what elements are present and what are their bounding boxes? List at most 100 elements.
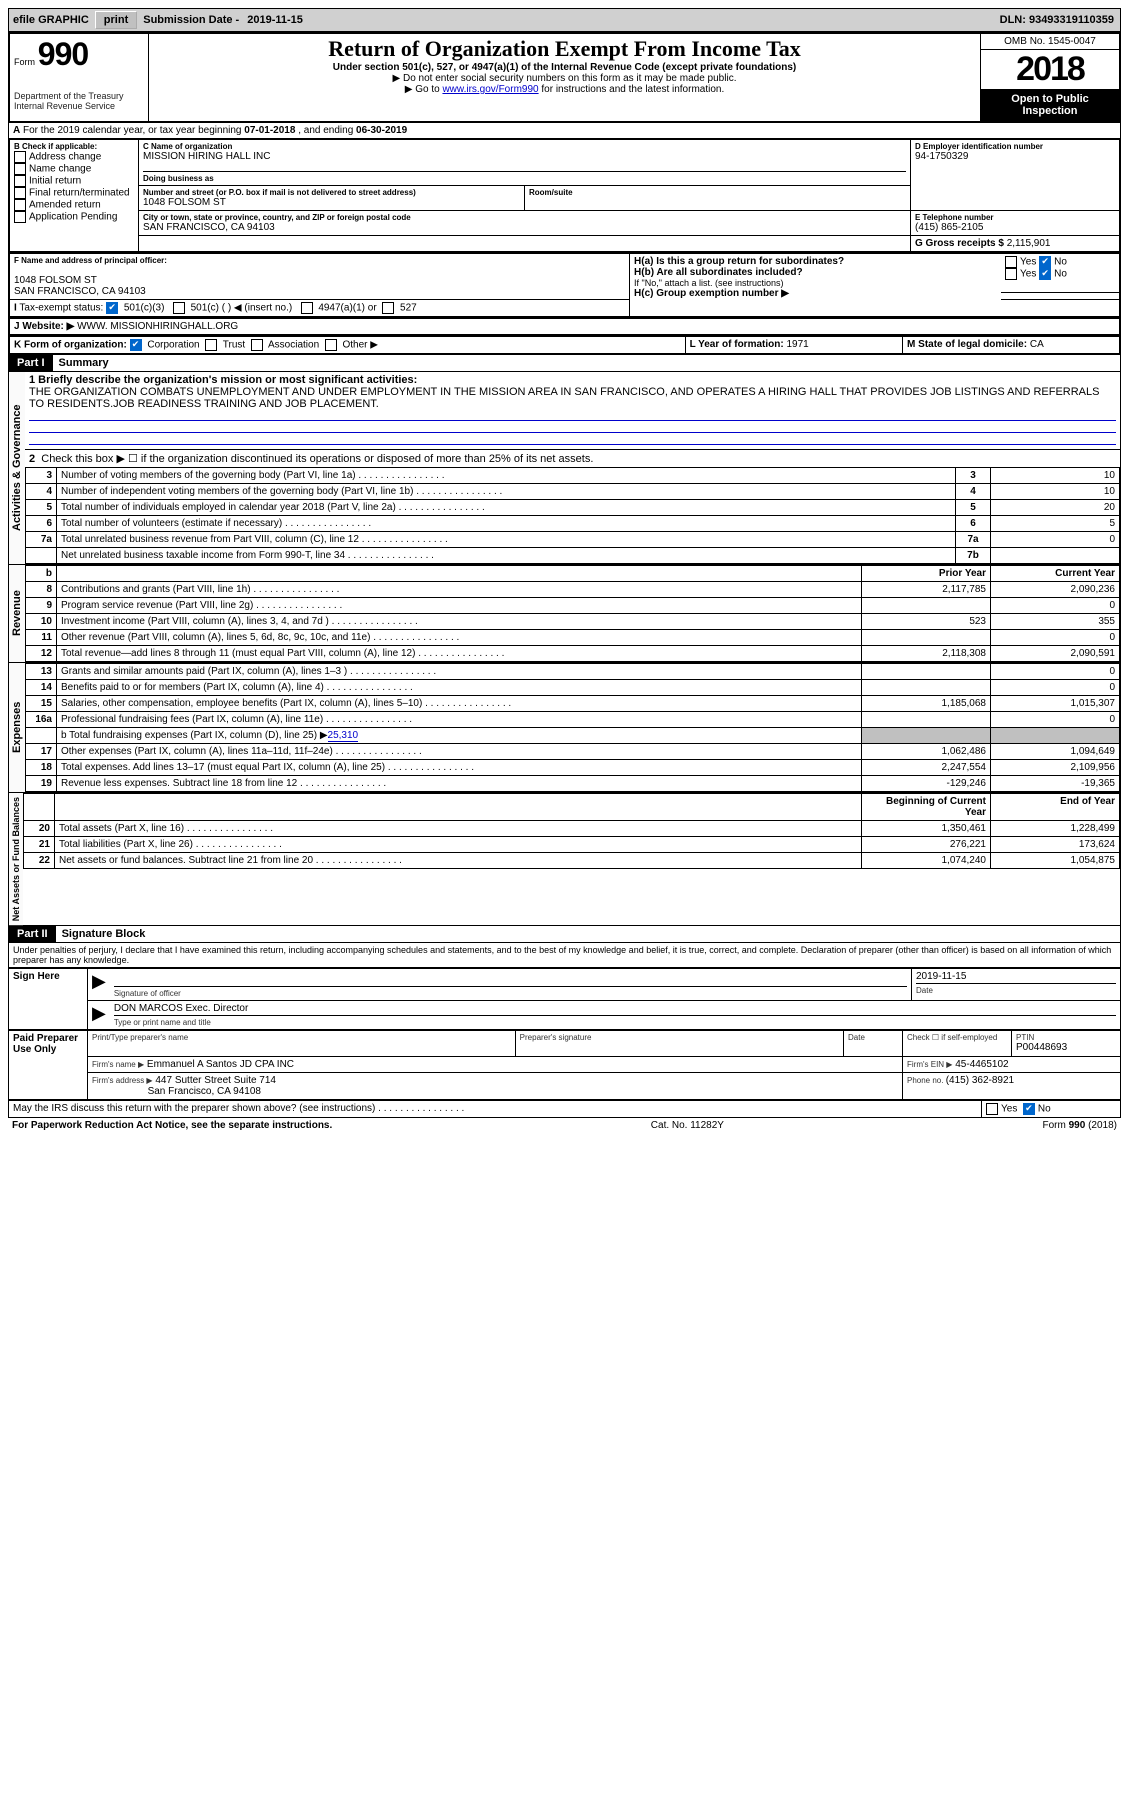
mission-text: THE ORGANIZATION COMBATS UNEMPLOYMENT AN… — [29, 386, 1099, 410]
year-formation: 1971 — [786, 339, 808, 350]
addr-value: 1048 FOLSOM ST — [143, 197, 520, 208]
website-value: WWW. MISSIONHIRINGHALL.ORG — [77, 321, 238, 332]
revenue-table: b Prior Year Current Year 8Contributions… — [25, 565, 1120, 662]
discuss-yes[interactable] — [986, 1103, 998, 1115]
ha-yes[interactable] — [1005, 256, 1017, 268]
note-goto-suffix: for instructions and the latest informat… — [539, 84, 725, 95]
check-501c[interactable] — [173, 302, 185, 314]
expenses-table: 13Grants and similar amounts paid (Part … — [25, 663, 1120, 792]
city-label: City or town, state or province, country… — [143, 213, 906, 222]
type-print-label: Type or print name and title — [114, 1018, 1116, 1027]
table-row: 12Total revenue—add lines 8 through 11 (… — [26, 646, 1120, 662]
opt-527: 527 — [400, 303, 417, 314]
form990-link[interactable]: www.irs.gov/Form990 — [442, 84, 538, 95]
ha-no[interactable] — [1039, 256, 1051, 268]
officer-addr1: 1048 FOLSOM ST — [14, 275, 625, 286]
table-row: 3Number of voting members of the governi… — [26, 468, 1120, 484]
check-pending[interactable] — [14, 211, 26, 223]
check-self-employed: Check ☐ if self-employed — [907, 1033, 1007, 1042]
gross-value: 2,115,901 — [1007, 238, 1051, 249]
sign-arrow-icon-2: ▶ — [88, 1001, 110, 1030]
check-other[interactable] — [325, 339, 337, 351]
ein-label: D Employer identification number — [915, 142, 1115, 151]
top-bar: efile GRAPHIC print Submission Date - 20… — [8, 8, 1121, 32]
form-word: Form — [14, 57, 35, 67]
hb-yes[interactable] — [1005, 268, 1017, 280]
table-row: 10Investment income (Part VIII, column (… — [26, 614, 1120, 630]
table-row: 8Contributions and grants (Part VIII, li… — [26, 582, 1120, 598]
table-row: 22Net assets or fund balances. Subtract … — [24, 853, 1120, 869]
sign-arrow-icon: ▶ — [88, 969, 110, 1001]
check-initial-return[interactable] — [14, 175, 26, 187]
check-corp[interactable] — [130, 339, 142, 351]
m-label: M State of legal domicile: — [907, 339, 1030, 350]
discuss-no[interactable] — [1023, 1103, 1035, 1115]
footer-left: For Paperwork Reduction Act Notice, see … — [12, 1120, 332, 1131]
dln-value: 93493319110359 — [1029, 14, 1114, 26]
check-501c3[interactable] — [106, 302, 118, 314]
part2-header: Part II Signature Block — [8, 926, 1121, 943]
opt-final-return: Final return/terminated — [29, 188, 130, 199]
org-name: MISSION HIRING HALL INC — [143, 151, 906, 162]
hc-label: H(c) Group exemption number ▶ — [634, 288, 789, 299]
governance-vert-label: Activities & Governance — [9, 372, 25, 564]
opt-pending: Application Pending — [29, 212, 117, 223]
table-row: 16aProfessional fundraising fees (Part I… — [26, 712, 1120, 728]
l-label: L Year of formation: — [690, 339, 787, 350]
check-name-change[interactable] — [14, 163, 26, 175]
open-public-badge: Open to Public Inspection — [981, 89, 1119, 121]
opt-assoc: Association — [268, 340, 319, 351]
addr-label: Number and street (or P.O. box if mail i… — [143, 188, 520, 197]
check-527[interactable] — [382, 302, 394, 314]
table-row: 14Benefits paid to or for members (Part … — [26, 680, 1120, 696]
j-label: J — [14, 321, 20, 332]
opt-other: Other ▶ — [342, 340, 377, 351]
check-final-return[interactable] — [14, 187, 26, 199]
firm-addr-label: Firm's address ▶ — [92, 1076, 153, 1085]
prep-sig-label: Preparer's signature — [520, 1033, 839, 1042]
table-row: 17Other expenses (Part IX, column (A), l… — [26, 744, 1120, 760]
current-year-header: Current Year — [991, 566, 1120, 582]
dln-label: DLN: — [1000, 14, 1029, 26]
part1-header: Part I Summary — [8, 355, 1121, 372]
room-label: Room/suite — [529, 188, 906, 197]
revenue-vert-label: Revenue — [9, 565, 25, 662]
netassets-section: Net Assets or Fund Balances Beginning of… — [8, 793, 1121, 926]
line2-text: Check this box ▶ ☐ if the organization d… — [41, 453, 593, 465]
table-row: 7aTotal unrelated business revenue from … — [26, 532, 1120, 548]
table-row: 18Total expenses. Add lines 13–17 (must … — [26, 760, 1120, 776]
opt-501c3: 501(c)(3) — [124, 303, 165, 314]
discuss-text: May the IRS discuss this return with the… — [13, 1103, 375, 1114]
hb-no[interactable] — [1039, 268, 1051, 280]
print-button[interactable]: print — [95, 11, 137, 29]
table-row: 5Total number of individuals employed in… — [26, 500, 1120, 516]
check-4947[interactable] — [301, 302, 313, 314]
opt-trust: Trust — [223, 340, 245, 351]
footer-mid: Cat. No. 11282Y — [651, 1120, 724, 1131]
table-row: 9Program service revenue (Part VIII, lin… — [26, 598, 1120, 614]
revenue-section: Revenue b Prior Year Current Year 8Contr… — [8, 565, 1121, 663]
begin-year-header: Beginning of Current Year — [862, 794, 991, 821]
check-amended[interactable] — [14, 199, 26, 211]
print-name-label: Print/Type preparer's name — [92, 1033, 511, 1042]
hb-label: H(b) Are all subordinates included? — [634, 267, 803, 278]
form-header: Form 990 Department of the Treasury Inte… — [8, 32, 1121, 123]
table-row: 11Other revenue (Part VIII, column (A), … — [26, 630, 1120, 646]
netassets-table: Beginning of Current Year End of Year 20… — [23, 793, 1120, 869]
penalties-text: Under penalties of perjury, I declare th… — [8, 943, 1121, 968]
omb-number: OMB No. 1545-0047 — [981, 33, 1121, 50]
check-assoc[interactable] — [251, 339, 263, 351]
table-row: Net unrelated business taxable income fr… — [26, 548, 1120, 564]
check-trust[interactable] — [205, 339, 217, 351]
state-domicile: CA — [1030, 339, 1044, 350]
footer: For Paperwork Reduction Act Notice, see … — [8, 1118, 1121, 1133]
form-number: 990 — [38, 36, 88, 72]
ptin-value: P00448693 — [1016, 1042, 1116, 1053]
firm-ein: 45-4465102 — [955, 1059, 1008, 1070]
name-label: C Name of organization — [143, 142, 906, 151]
prep-date-label: Date — [848, 1033, 898, 1042]
firm-name: Emmanuel A Santos JD CPA INC — [147, 1059, 294, 1070]
phone-label: E Telephone number — [915, 213, 1115, 222]
dept-label-1: Department of the Treasury — [14, 91, 144, 101]
check-address-change[interactable] — [14, 151, 26, 163]
